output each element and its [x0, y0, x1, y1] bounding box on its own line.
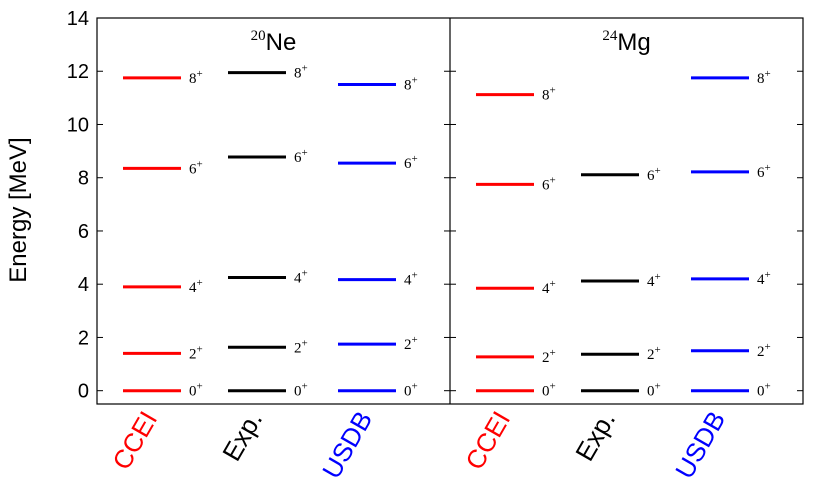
plot-group: 20Ne 0+ 2+ 4+ 6+ 8+ CCEI 0+ 2+ 4+ 6+ 8+ Exp. 0+ 2+ 4+ 6+… [106, 28, 771, 484]
y-tick-label: 2 [78, 327, 89, 349]
level-spin-label: 0+ [542, 381, 556, 400]
y-axis-label: Energy [MeV] [5, 137, 32, 282]
level-spin-label: 0+ [294, 381, 308, 400]
level-spin-label: 0+ [189, 381, 203, 400]
level-spin-label: 8+ [189, 68, 203, 87]
level-spin-label: 0+ [757, 381, 771, 400]
level-spin-label: 2+ [647, 344, 661, 363]
y-tick-label: 10 [67, 114, 89, 136]
level-spin-label: 4+ [542, 278, 556, 297]
level-spin-label: 2+ [757, 341, 771, 360]
category-label: Exp. [569, 406, 621, 466]
y-tick-label: 6 [78, 221, 89, 243]
category-label: CCEI [459, 406, 516, 475]
level-spin-label: 8+ [404, 75, 418, 94]
y-tick-label: 8 [78, 168, 89, 190]
category-label: USDB [669, 406, 731, 484]
level-spin-label: 6+ [757, 162, 771, 181]
level-spin-label: 4+ [294, 268, 308, 287]
level-spin-label: 4+ [404, 270, 418, 289]
level-spin-label: 4+ [189, 277, 203, 296]
panel-title: 24Mg [602, 28, 650, 56]
y-tick-label: 0 [78, 381, 89, 403]
level-spin-label: 6+ [404, 153, 418, 172]
level-spin-label: 0+ [647, 381, 661, 400]
y-tick-label: 4 [78, 274, 89, 296]
level-spin-label: 4+ [647, 271, 661, 290]
level-spin-label: 2+ [189, 343, 203, 362]
level-spin-label: 6+ [647, 165, 661, 184]
panel-title: 20Ne [251, 28, 297, 56]
level-spin-label: 2+ [542, 347, 556, 366]
level-spin-label: 6+ [542, 174, 556, 193]
category-label: CCEI [106, 406, 163, 475]
y-tick-label: 12 [67, 61, 89, 83]
category-label: Exp. [216, 406, 268, 466]
y-tick-label: 14 [67, 8, 89, 30]
level-spin-label: 6+ [189, 158, 203, 177]
level-spin-label: 2+ [294, 337, 308, 356]
level-spin-label: 8+ [757, 68, 771, 87]
level-spin-label: 8+ [294, 63, 308, 82]
level-spin-label: 2+ [404, 334, 418, 353]
level-spin-label: 6+ [294, 147, 308, 166]
axes-group: 0 2 4 6 8 10 12 14 [67, 8, 804, 405]
level-spin-label: 4+ [757, 269, 771, 288]
level-spin-label: 0+ [404, 381, 418, 400]
level-spin-label: 8+ [542, 85, 556, 104]
category-label: USDB [316, 406, 378, 484]
